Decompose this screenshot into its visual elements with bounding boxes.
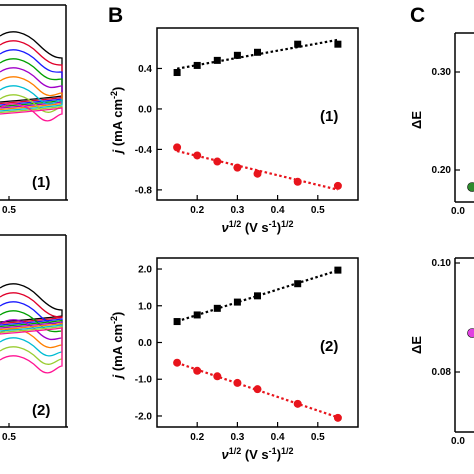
y-axis-label: j (mA cm-2) bbox=[109, 312, 125, 381]
y-tick-label: 1.0 bbox=[138, 301, 152, 312]
cv-curve bbox=[0, 40, 63, 105]
cv-curve bbox=[0, 319, 63, 341]
x-tick-label: 0.5 bbox=[311, 205, 325, 216]
chart-b1: 0.2 0.3 0.4 0.5 0.4 0.0 -0.4 -0.8 j (mA cm-2) ν1/… bbox=[109, 27, 359, 235]
cv-curve bbox=[0, 85, 63, 112]
y-axis-label: j (mA cm-2) bbox=[109, 87, 125, 156]
data-point-square bbox=[334, 40, 342, 48]
x-tick-label: 0.5 bbox=[311, 432, 325, 443]
x-tick-label: 0.3 bbox=[230, 205, 244, 216]
panel-c-top: 0.30 0.20 ΔE 0.0 bbox=[409, 32, 474, 217]
data-point-circle bbox=[193, 366, 202, 375]
cv-curve bbox=[0, 58, 63, 108]
y-tick-label: -0.4 bbox=[135, 145, 153, 156]
x-tick-label: 0.2 bbox=[190, 432, 204, 443]
data-point-circle bbox=[293, 177, 302, 186]
y-tick-label: 0.4 bbox=[138, 64, 152, 75]
data-point-circle bbox=[233, 163, 242, 172]
x-axis-label: ν1/2 (V s-1)1/2 bbox=[221, 446, 293, 462]
panel-b-curve-label: (2) bbox=[320, 338, 338, 355]
x-tick-label: 0.3 bbox=[230, 432, 244, 443]
fit-line-square bbox=[176, 269, 339, 323]
data-point-square bbox=[193, 311, 201, 319]
panel-a-top: 0.5 (1) bbox=[0, 4, 68, 216]
panel-c-bottom-xtick: 0.0 bbox=[451, 436, 465, 447]
data-point-circle bbox=[333, 413, 342, 422]
panel-c-top-xtick: 0.0 bbox=[451, 206, 465, 217]
chart-b2: 0.2 0.3 0.4 0.5 2.0 1.0 0.0 -1.0 -2.0 j (mA cm-2)… bbox=[109, 257, 359, 462]
cv-curve bbox=[0, 49, 63, 106]
panel-c-top-marker bbox=[467, 182, 474, 192]
cv-curve bbox=[0, 283, 63, 323]
cv-curves-bottom bbox=[0, 283, 63, 374]
data-point-circle bbox=[233, 378, 242, 387]
plot-frame bbox=[156, 27, 359, 201]
x-tick-label: 0.4 bbox=[271, 205, 285, 216]
panel-a-top-x-tick: 0.5 bbox=[2, 205, 16, 216]
data-point-square bbox=[193, 61, 201, 69]
data-point-square bbox=[233, 298, 241, 306]
panel-c-top-ytick-2: 0.20 bbox=[432, 165, 452, 176]
x-axis-label: ν1/2 (V s-1)1/2 bbox=[221, 219, 293, 235]
data-point-circle bbox=[253, 385, 262, 394]
panel-c-bottom-ytick-1: 0.10 bbox=[432, 258, 452, 269]
data-point-circle bbox=[213, 372, 222, 381]
data-point-square bbox=[254, 48, 261, 56]
cv-curve bbox=[0, 76, 63, 111]
x-tick-label: 0.4 bbox=[271, 432, 285, 443]
panel-a-bottom-x-tick: 0.5 bbox=[2, 432, 16, 443]
panel-letter-b: B bbox=[108, 4, 123, 27]
data-point-circle bbox=[193, 151, 202, 160]
panel-c-top-ylabel: ΔE bbox=[409, 111, 424, 129]
panel-c-bottom-ytick-2: 0.08 bbox=[432, 367, 452, 378]
y-tick-label: -1.0 bbox=[135, 375, 153, 386]
fit-line-circle bbox=[176, 361, 339, 419]
panel-c-bottom: 0.10 0.08 ΔE 0.0 bbox=[409, 257, 474, 447]
y-tick-label: 0.0 bbox=[138, 104, 152, 115]
data-point-square bbox=[334, 266, 342, 274]
panel-c-top-ytick-1: 0.30 bbox=[432, 67, 452, 78]
x-tick-label: 0.2 bbox=[190, 205, 204, 216]
cv-curve bbox=[0, 327, 63, 374]
cv-curve bbox=[0, 325, 63, 365]
cv-curve bbox=[0, 324, 63, 357]
panel-c-bottom-ylabel: ΔE bbox=[409, 336, 424, 354]
cv-curve bbox=[0, 310, 63, 333]
cv-curve bbox=[0, 31, 63, 103]
data-point-square bbox=[233, 51, 241, 59]
panel-c-bottom-marker bbox=[467, 328, 474, 338]
data-point-circle bbox=[173, 358, 182, 367]
cv-curves-top bbox=[0, 31, 63, 122]
data-point-square bbox=[213, 56, 221, 64]
data-point-circle bbox=[213, 157, 222, 166]
panel-a-top-curve-label: (1) bbox=[32, 174, 50, 191]
data-point-square bbox=[294, 40, 302, 48]
data-point-circle bbox=[333, 181, 342, 190]
data-point-square bbox=[254, 292, 261, 300]
panel-a-bottom-curve-label: (2) bbox=[32, 402, 50, 419]
cv-curve bbox=[0, 94, 63, 114]
panel-letter-c: C bbox=[410, 4, 425, 27]
data-point-square bbox=[294, 280, 302, 288]
data-point-square bbox=[173, 69, 181, 77]
y-tick-label: 2.0 bbox=[138, 265, 152, 276]
data-point-circle bbox=[173, 143, 182, 152]
panel-b-curve-label: (1) bbox=[320, 108, 338, 125]
y-tick-label: -2.0 bbox=[135, 411, 153, 422]
y-tick-label: -0.8 bbox=[135, 185, 153, 196]
y-tick-label: 0.0 bbox=[138, 338, 152, 349]
data-point-circle bbox=[253, 169, 262, 178]
panel-a-bottom: 0.5 (2) bbox=[0, 234, 68, 443]
cv-curve bbox=[0, 103, 63, 122]
data-point-square bbox=[173, 318, 181, 326]
data-point-circle bbox=[293, 399, 302, 408]
data-point-square bbox=[213, 304, 221, 312]
